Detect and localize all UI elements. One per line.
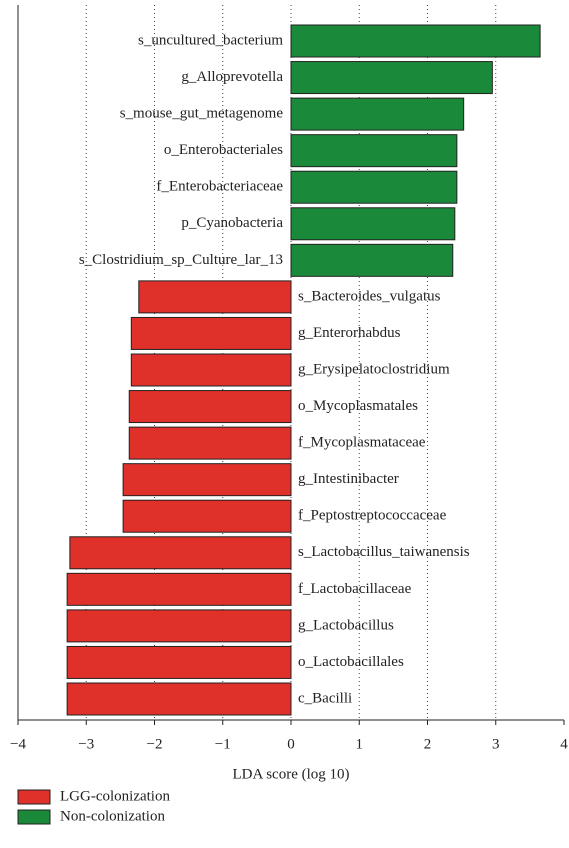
category-label: s_Lactobacillus_taiwanensis [298,544,470,560]
category-label: g_Erysipelatoclostridium [298,361,450,377]
category-label: g_Alloprevotella [181,69,283,85]
x-tick-label: −3 [78,736,94,752]
category-label: f_Mycoplasmataceae [298,435,426,451]
category-label: f_Enterobacteriaceae [156,179,283,195]
bar [290,24,541,58]
bar [290,61,493,95]
category-label: o_Mycoplasmatales [298,398,418,414]
x-tick-label: 0 [287,736,295,752]
category-label: o_Lactobacillales [298,654,404,670]
bar [128,390,292,424]
bar [66,572,292,606]
category-label: g_Intestinibacter [298,471,399,487]
bar [290,207,456,241]
bar [138,280,292,314]
x-tick-label: 1 [356,736,364,752]
bar [122,463,292,497]
category-label: s_uncultured_bacterium [138,32,283,48]
bar [130,353,292,387]
bar [290,170,458,204]
bar [66,682,292,716]
x-tick-label: 2 [424,736,432,752]
category-label: g_Lactobacillus [298,617,394,633]
legend-swatch [17,789,51,805]
x-axis-label: LDA score (log 10) [232,766,349,782]
bar [69,536,292,570]
bar [122,499,292,533]
x-tick-label: −2 [147,736,163,752]
bar [290,134,458,168]
category-label: c_Bacilli [298,690,352,706]
legend-swatch [17,809,51,825]
legend-label: Non-colonization [60,808,165,824]
category-label: f_Lactobacillaceae [298,581,412,597]
x-tick-label: 3 [492,736,500,752]
category-label: o_Enterobacteriales [164,142,283,158]
x-tick-label: 4 [560,736,568,752]
bar [66,645,292,679]
bar [290,243,454,277]
category-label: p_Cyanobacteria [181,215,283,231]
category-label: f_Peptostreptococcaceae [298,508,447,524]
bar [290,97,465,131]
category-label: s_Clostridium_sp_Culture_lar_13 [79,252,283,268]
bar [130,316,292,350]
bar [66,609,292,643]
legend-label: LGG-colonization [60,788,170,804]
x-tick-label: −4 [10,736,26,752]
category-label: s_mouse_gut_metagenome [120,106,284,122]
x-tick-label: −1 [215,736,231,752]
category-label: s_Bacteroides_vulgatus [298,288,441,304]
category-label: g_Enterorhabdus [298,325,401,341]
bar [128,426,292,460]
